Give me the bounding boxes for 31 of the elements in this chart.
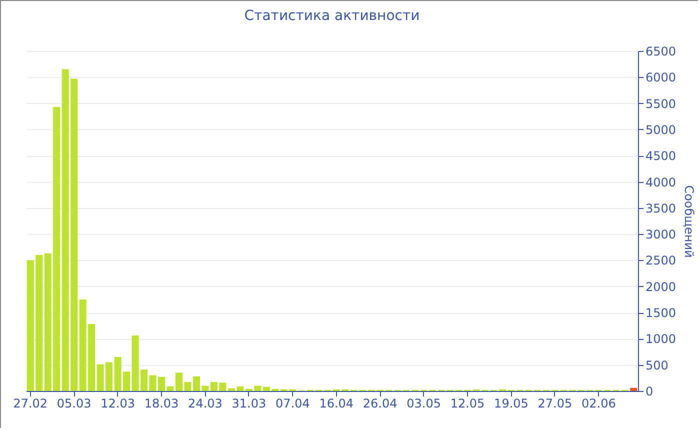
y-tick-label: 1000 <box>646 332 676 346</box>
x-tick-label: 03.05 <box>406 396 441 410</box>
y-tick-label: 5000 <box>646 122 676 137</box>
x-tick-label: 31.03 <box>232 396 266 410</box>
x-tick-label: 12.05 <box>450 396 485 410</box>
y-tick-label: 2500 <box>646 254 676 268</box>
y-tick-label: 4000 <box>646 175 676 190</box>
y-tick-label: 4500 <box>646 149 676 164</box>
x-tick-label: 07.04 <box>275 396 310 410</box>
x-tick-label: 27.05 <box>538 396 572 410</box>
y-tick-label: 0 <box>646 384 654 398</box>
y-tick-label: 500 <box>646 358 668 372</box>
x-tick-label: 24.03 <box>188 396 222 410</box>
y-axis-title: Сообщений <box>682 185 696 258</box>
y-tick-label: 3500 <box>646 201 676 216</box>
y-tick-label: 2000 <box>646 280 676 294</box>
x-tick-label: 26.04 <box>362 396 398 410</box>
x-tick-label: 16.04 <box>319 396 354 410</box>
y-tick-label: 3000 <box>646 228 676 242</box>
y-tick-label: 1500 <box>646 306 676 320</box>
bar <box>630 388 638 391</box>
y-tick-label: 5500 <box>646 96 676 111</box>
x-tick-label: 02.06 <box>581 396 616 410</box>
x-tick-label: 19.05 <box>494 396 528 410</box>
x-tick-label: 12.03 <box>100 396 135 410</box>
x-tick-label: 05.03 <box>56 396 92 410</box>
x-tick-label: 18.03 <box>144 396 179 410</box>
y-tick-label: 6500 <box>646 44 676 58</box>
y-tick-label: 6000 <box>646 70 676 85</box>
chart-title: Статистика активности <box>244 8 420 24</box>
x-tick-label: 27.02 <box>13 396 48 410</box>
